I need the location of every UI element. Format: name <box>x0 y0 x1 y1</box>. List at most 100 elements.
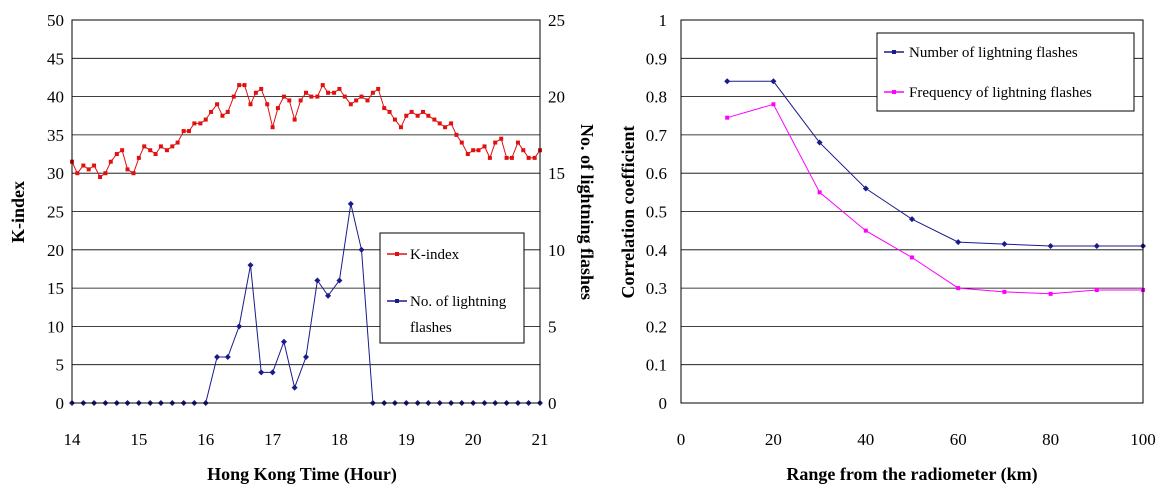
k-index-point <box>231 94 236 99</box>
left-x-tick-label: 17 <box>264 430 282 449</box>
right-y-tick-label: 0 <box>659 394 668 413</box>
k-index-point <box>471 148 476 153</box>
k-index-point <box>509 155 514 160</box>
k-index-point <box>376 86 381 91</box>
right-y-tick-label: 0.6 <box>646 164 667 183</box>
lightning-point <box>214 354 221 361</box>
right-y-tick-label: 0.3 <box>646 279 667 298</box>
frequency-point <box>1048 291 1053 296</box>
legend-label-frequency: Frequency of lightning flashes <box>909 85 1092 101</box>
lightning-point <box>247 262 254 269</box>
right-plot-border <box>680 19 1144 404</box>
lightning-point <box>336 277 343 284</box>
k-index-point <box>487 155 492 160</box>
left-x-tick-labels: 14 15 16 17 18 19 20 21 <box>64 430 549 449</box>
right-y-tick-label: 0.2 <box>646 317 667 336</box>
right-x-tick-label: 20 <box>765 430 782 449</box>
k-index-point <box>114 152 119 157</box>
left-y-tick-label: 20 <box>47 241 64 260</box>
k-index-point <box>459 140 464 145</box>
lightning-point <box>258 369 265 376</box>
left-y-tick-label: 10 <box>47 317 64 336</box>
lightning-point <box>325 292 332 299</box>
k-index-point <box>449 121 454 126</box>
k-index-point <box>454 132 459 137</box>
frequency-point <box>863 228 868 233</box>
k-index-point <box>153 152 158 157</box>
k-index-point <box>532 155 537 160</box>
right-chart: 0 0.1 0.2 0.3 0.4 0.5 0.6 0.7 0.8 0.9 1 0 20 40 60 80 1… <box>618 11 1156 485</box>
lightning-point <box>314 277 321 284</box>
series-line-number <box>727 80 1143 247</box>
left-chart: 0 5 10 15 20 25 30 35 40 45 50 0 5 10 15 20 25 14 15 16 17… <box>8 11 597 485</box>
left-y2-tick-label: 25 <box>548 11 565 30</box>
k-index-point <box>164 148 169 153</box>
left-y-tick-label: 25 <box>47 203 64 222</box>
frequency-point <box>1094 288 1099 293</box>
k-index-point <box>298 98 303 103</box>
k-index-point <box>515 140 520 145</box>
series-line-frequency <box>727 103 1143 295</box>
k-index-point <box>432 117 437 122</box>
left-y2-axis-title: No. of lightning flashes <box>577 124 597 300</box>
k-index-point <box>521 148 526 153</box>
right-y-tick-label: 0.8 <box>646 88 667 107</box>
k-index-point <box>192 121 197 126</box>
k-index-point <box>387 109 392 114</box>
k-index-point <box>482 144 487 149</box>
right-y-tick-label: 0.7 <box>646 126 668 145</box>
lightning-point <box>303 354 309 361</box>
left-y-tick-label: 5 <box>56 356 65 375</box>
right-x-tick-label: 40 <box>857 430 874 449</box>
left-legend-box <box>379 232 525 344</box>
k-index-point <box>315 94 320 99</box>
k-index-point <box>309 94 314 99</box>
k-index-point <box>225 109 230 114</box>
k-index-point <box>415 113 420 118</box>
k-index-point <box>426 113 431 118</box>
legend-label-lightning-1: No. of lightning <box>410 294 507 310</box>
right-x-tick-label: 60 <box>950 430 967 449</box>
left-y-tick-labels: 0 5 10 15 20 25 30 35 40 45 50 <box>47 11 64 413</box>
number-point <box>909 216 915 223</box>
k-index-point <box>270 125 275 130</box>
right-y-tick-labels: 0 0.1 0.2 0.3 0.4 0.5 0.6 0.7 0.8 0.9 1 <box>646 11 668 413</box>
lightning-point <box>224 354 231 361</box>
k-index-point <box>120 148 125 153</box>
k-index-point <box>265 102 270 107</box>
left-x-tick-label: 19 <box>398 430 415 449</box>
left-x-tick-label: 20 <box>465 430 482 449</box>
frequency-point <box>1002 289 1007 294</box>
k-index-point <box>86 167 91 172</box>
k-index-point <box>526 155 531 160</box>
number-point <box>816 139 823 146</box>
lightning-point <box>236 323 243 330</box>
k-index-point <box>203 117 208 122</box>
left-x-tick-label: 21 <box>532 430 549 449</box>
k-index-point <box>275 106 280 111</box>
k-index-point <box>365 98 370 103</box>
k-index-point <box>253 90 258 95</box>
left-y-tick-label: 30 <box>47 164 64 183</box>
k-index-point <box>220 113 225 118</box>
k-index-point <box>370 90 375 95</box>
left-x-tick-label: 15 <box>130 430 147 449</box>
k-index-point <box>409 109 414 114</box>
left-x-tick-label: 14 <box>64 430 82 449</box>
frequency-point <box>725 115 730 120</box>
left-y2-tick-labels: 0 5 10 15 20 25 <box>548 11 565 413</box>
legend-label-number: Number of lightning flashes <box>909 45 1078 61</box>
frequency-point <box>771 102 776 107</box>
frequency-point <box>956 286 961 291</box>
number-point <box>724 78 731 85</box>
right-legend-box <box>876 32 1135 112</box>
number-point <box>862 185 869 192</box>
k-index-point <box>92 163 97 168</box>
number-point <box>1001 241 1008 248</box>
lightning-point <box>269 369 276 376</box>
k-index-point <box>131 171 136 176</box>
k-index-point <box>81 163 86 168</box>
k-index-point <box>320 83 325 88</box>
left-y2-tick-label: 20 <box>548 88 565 107</box>
lightning-point <box>291 384 298 391</box>
